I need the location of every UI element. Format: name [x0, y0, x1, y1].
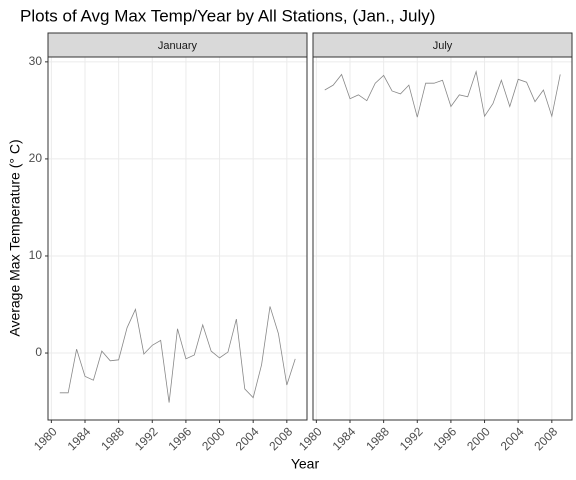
x-tick-label: 1984 — [330, 424, 359, 453]
x-tick-label: 1996 — [165, 424, 194, 453]
y-tick-label: 30 — [29, 54, 43, 68]
facet-label: July — [433, 40, 453, 52]
x-tick-label: 1992 — [397, 424, 426, 453]
y-axis-label: Average Max Temperature (° C) — [7, 139, 23, 336]
x-tick-label: 1988 — [98, 424, 127, 453]
panel-border — [47, 56, 308, 421]
x-tick-label: 2004 — [233, 424, 262, 453]
y-tick-label: 0 — [35, 345, 42, 359]
line — [324, 69, 561, 118]
x-tick-label: 1980 — [31, 424, 60, 453]
x-tick-label: 1996 — [430, 424, 459, 453]
x-tick-label: 1980 — [296, 424, 325, 453]
facet-label: January — [158, 40, 198, 52]
x-tick-label: 2008 — [531, 424, 560, 453]
x-tick-label: 2008 — [266, 424, 295, 453]
panel-border — [312, 56, 573, 421]
x-tick-label: 1992 — [132, 424, 161, 453]
x-tick-label: 2000 — [464, 424, 493, 453]
line — [59, 306, 296, 403]
x-tick-label: 2004 — [498, 424, 527, 453]
strip — [47, 32, 308, 58]
y-tick-label: 10 — [29, 248, 43, 262]
x-tick-label: 2000 — [199, 424, 228, 453]
x-tick-label: 1988 — [363, 424, 392, 453]
y-tick-label: 20 — [29, 151, 43, 165]
x-tick-label: 1984 — [65, 424, 94, 453]
chart-title: Plots of Avg Max Temp/Year by All Statio… — [20, 6, 435, 25]
x-axis-label: Year — [291, 456, 320, 472]
strip — [312, 32, 573, 58]
